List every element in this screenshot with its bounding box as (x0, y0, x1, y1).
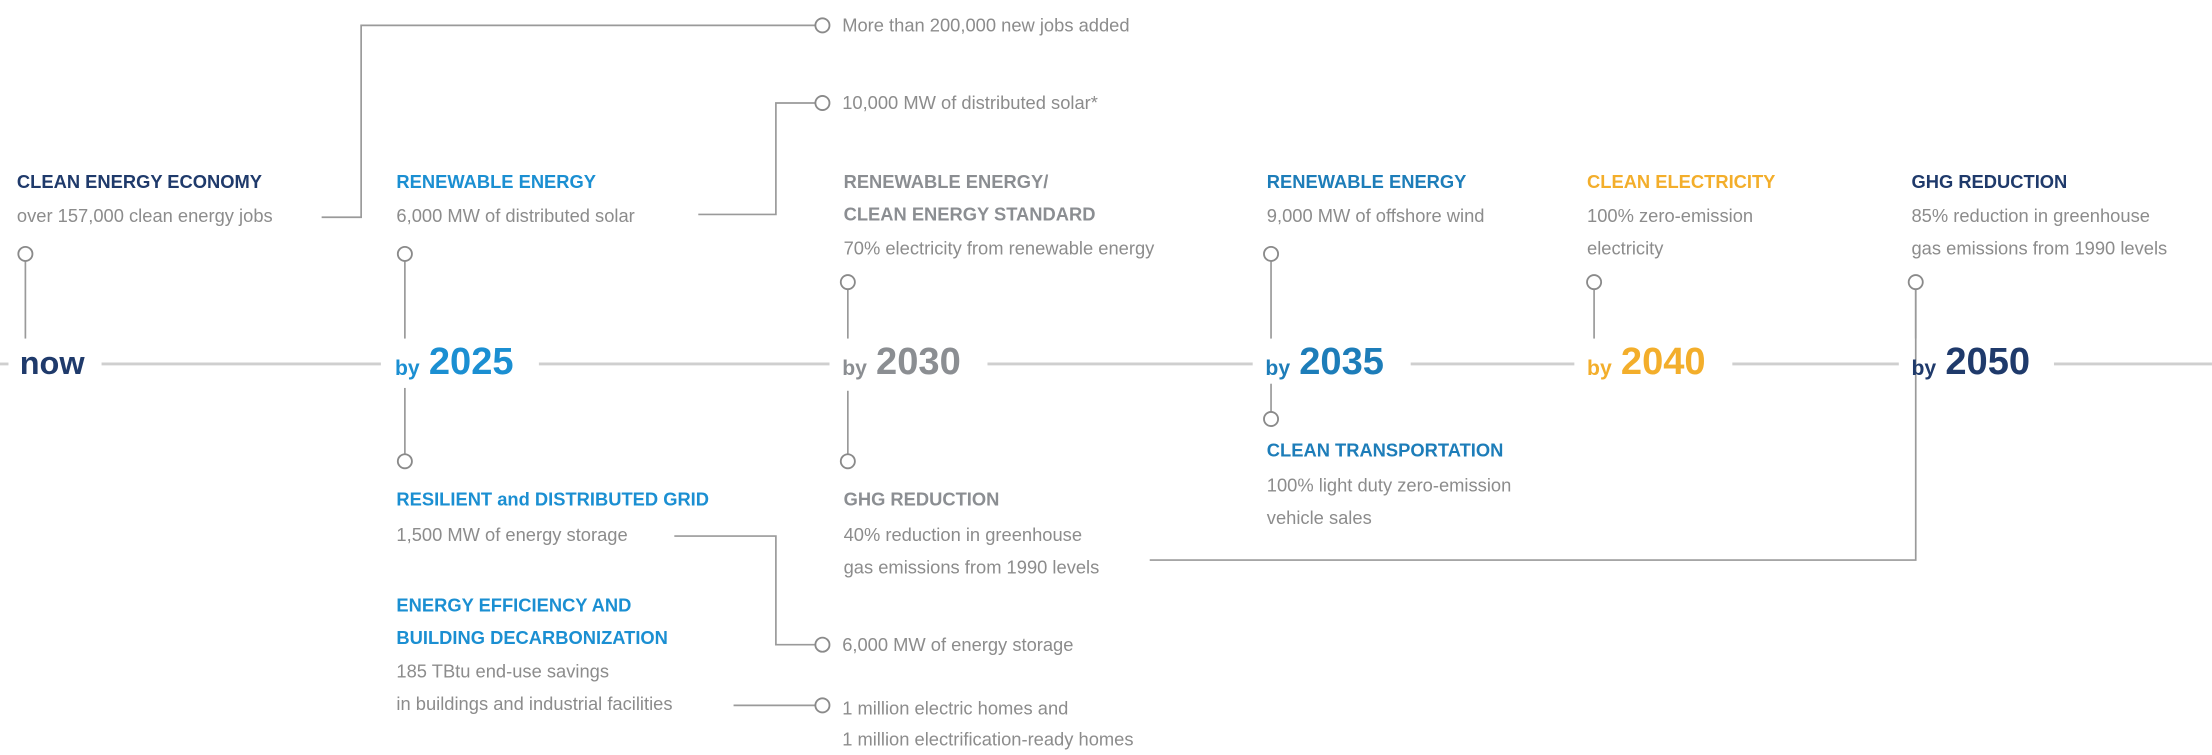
note: More than 200,000 new jobs added (842, 15, 1129, 36)
milestone-prefix: by (842, 357, 867, 380)
milestone-prefix: by (1911, 357, 1936, 380)
goal-text: gas emissions from 1990 levels (1911, 238, 2167, 259)
milestone-year: 2030 (876, 341, 961, 383)
goal-text: 1,500 MW of energy storage (396, 524, 627, 545)
goal-text: 100% zero-emission (1587, 205, 1753, 226)
goal-text: in buildings and industrial facilities (396, 693, 672, 714)
milestone-year: 2040 (1621, 341, 1706, 383)
goal-heading: RENEWABLE ENERGY (396, 171, 596, 192)
goal-heading: CLEAN ENERGY STANDARD (844, 204, 1096, 225)
goal-heading: RENEWABLE ENERGY/ (844, 171, 1049, 192)
goal-heading: ENERGY EFFICIENCY AND (396, 594, 631, 615)
goal-heading: GHG REDUCTION (1911, 171, 2067, 192)
note: 6,000 MW of energy storage (842, 634, 1073, 655)
goal-text: 40% reduction in greenhouse (844, 524, 1082, 545)
note: 1 million electric homes and (842, 697, 1068, 718)
goal-text: gas emissions from 1990 levels (844, 556, 1100, 577)
goal-text: 85% reduction in greenhouse (1911, 205, 2149, 226)
goal-text: vehicle sales (1267, 507, 1372, 528)
goal-text: 185 TBtu end-use savings (396, 661, 609, 682)
goal-heading: GHG REDUCTION (844, 489, 1000, 510)
goal-text: 70% electricity from renewable energy (844, 238, 1156, 259)
goal-heading: BUILDING DECARBONIZATION (396, 627, 668, 648)
milestone-year: 2025 (429, 341, 514, 383)
goal-heading: RESILIENT and DISTRIBUTED GRID (396, 489, 709, 510)
goal-heading: RENEWABLE ENERGY (1267, 171, 1467, 192)
milestone-prefix: by (1265, 357, 1290, 380)
goal-text: 9,000 MW of offshore wind (1267, 205, 1485, 226)
note: 1 million electrification-ready homes (842, 728, 1133, 749)
milestone-year: 2035 (1299, 341, 1384, 383)
goal-text: 100% light duty zero-emission (1267, 475, 1512, 496)
goal-heading: CLEAN TRANSPORTATION (1267, 439, 1504, 460)
milestone-prefix: by (395, 357, 420, 380)
milestone: now (20, 345, 86, 381)
note: 10,000 MW of distributed solar* (842, 92, 1098, 113)
goal-heading: CLEAN ELECTRICITY (1587, 171, 1775, 192)
goal-text: electricity (1587, 238, 1664, 259)
goal-heading: CLEAN ENERGY ECONOMY (17, 171, 262, 192)
canvas: now by 2025 by 2030 by 2035 by 2040 by 2… (0, 15, 2212, 749)
milestone-year: 2050 (1945, 341, 2030, 383)
goal-text: 6,000 MW of distributed solar (396, 205, 634, 226)
connectors (17, 17, 1924, 714)
goal-text: over 157,000 clean energy jobs (17, 205, 273, 226)
milestone-prefix: by (1587, 357, 1612, 380)
